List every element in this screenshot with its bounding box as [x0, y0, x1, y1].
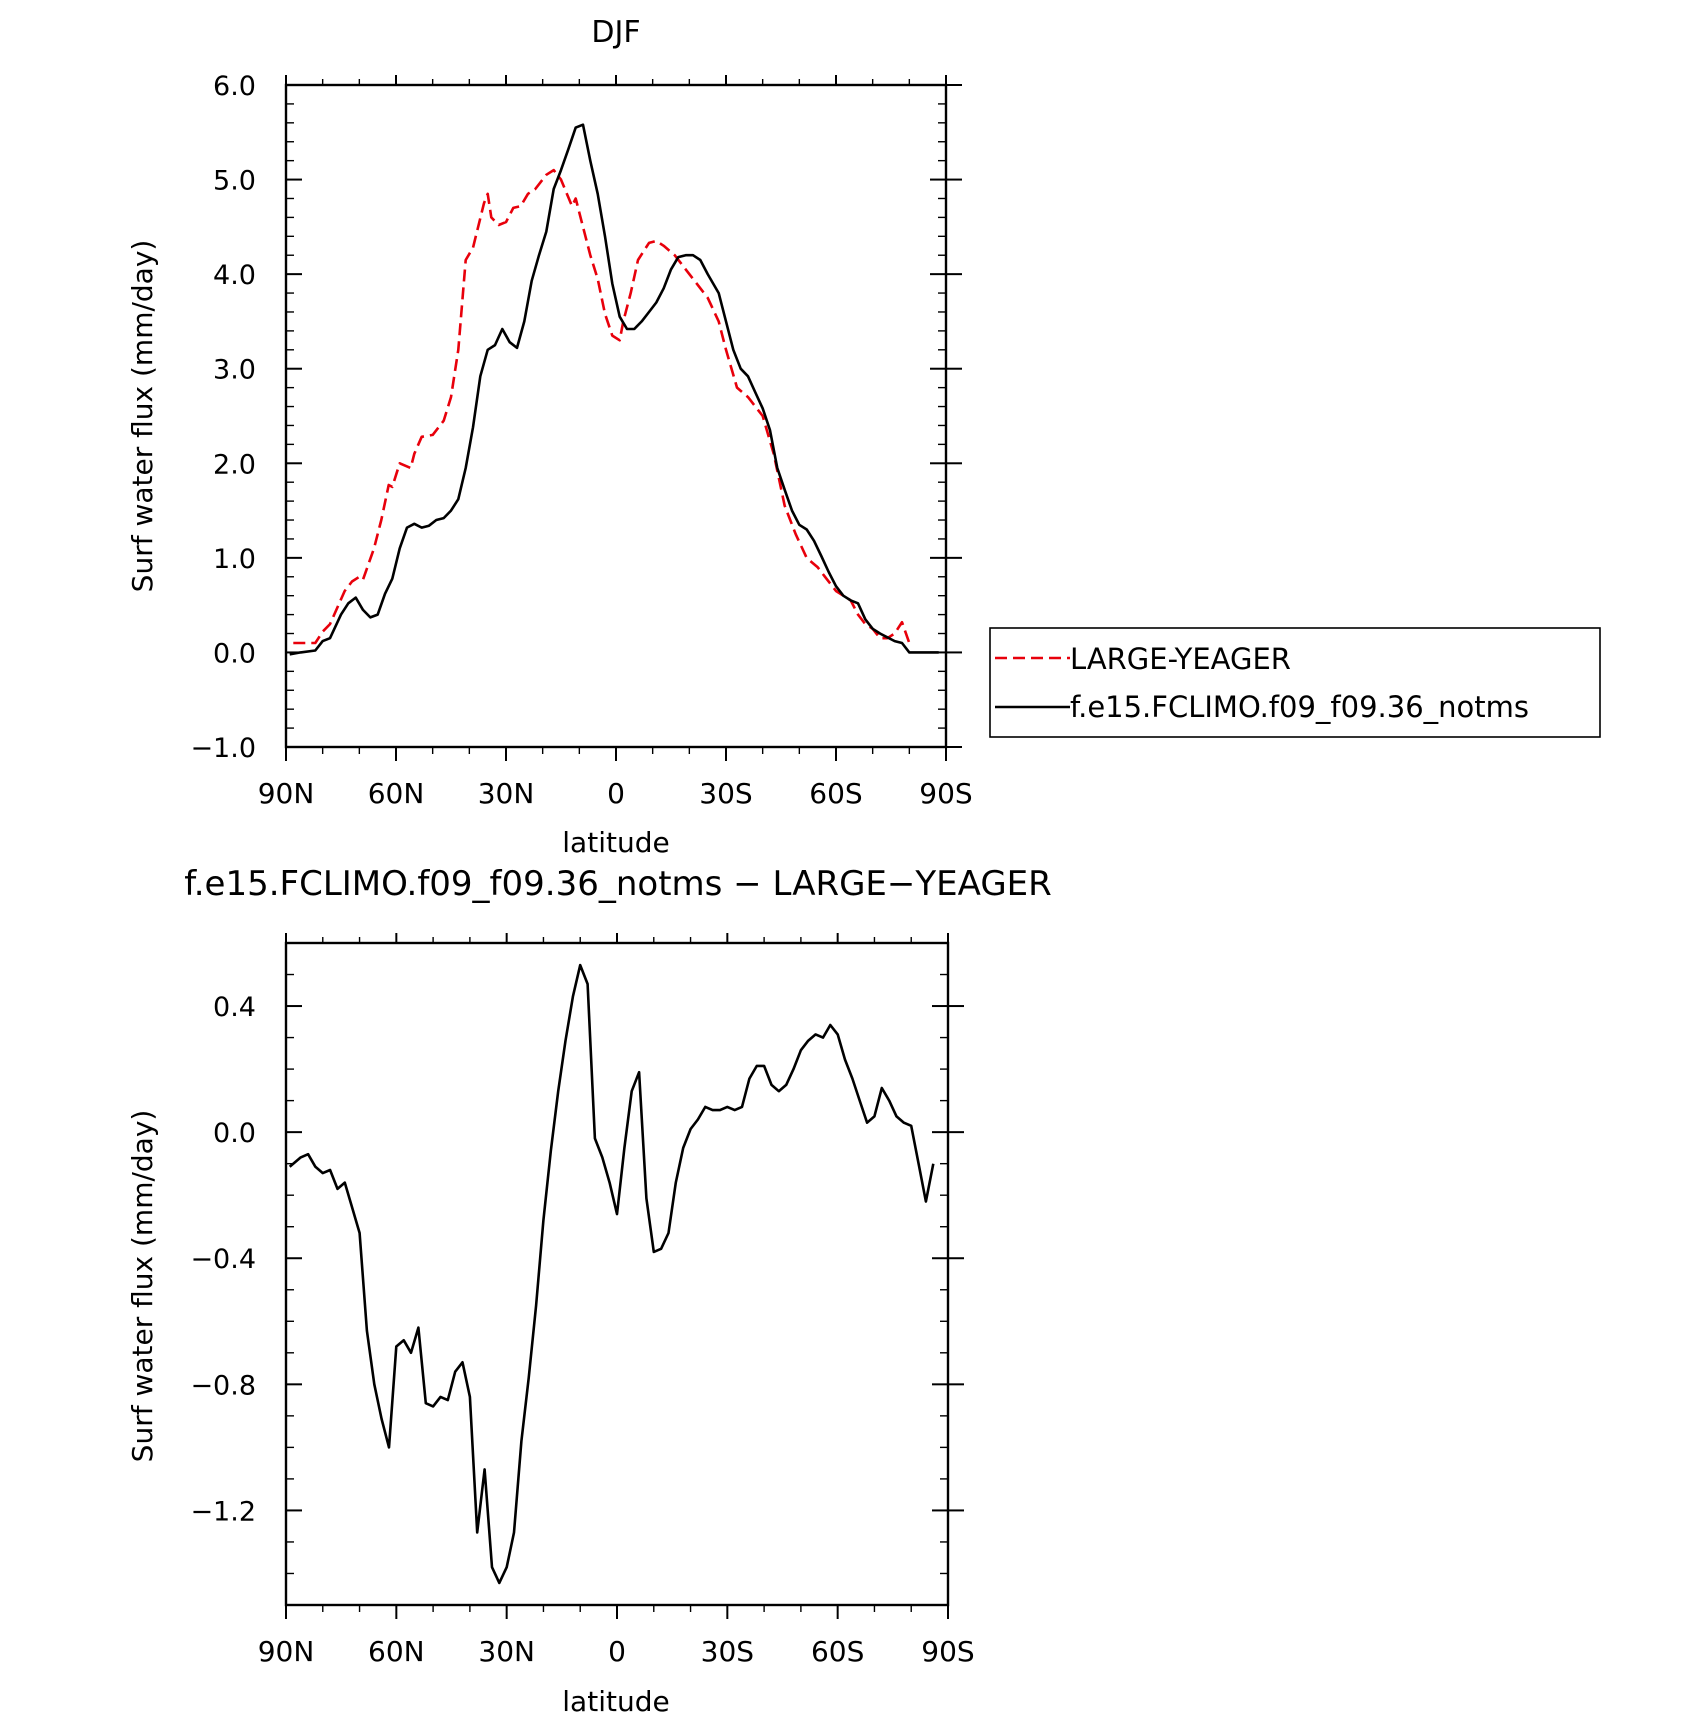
bottom-chart-title: f.e15.FCLIMO.f09_f09.36_notms − LARGE−YE…: [184, 864, 1052, 904]
bottom-y-tick-label: 0.4: [213, 992, 256, 1023]
top-y-axis: 6.0 5.0 4.0 3.0 2.0 1.0 0.0 −1.0: [190, 71, 962, 764]
bottom-x-tick-label: 0: [608, 1635, 626, 1668]
top-y-tick-label: 0.0: [213, 638, 256, 669]
legend: LARGE-YEAGER f.e15.FCLIMO.f09_f09.36_not…: [989, 627, 1601, 738]
top-panel: DJF 6.0 5.0 4.0 3.0 2.0 1.0 0.0 −1.0 90N 60N 30N 0…: [126, 15, 1601, 859]
top-x-tick-label: 60N: [368, 777, 425, 810]
bottom-x-tick-label: 90S: [921, 1635, 974, 1668]
top-y-axis-label: Surf water flux (mm/day): [126, 240, 159, 593]
bottom-panel: f.e15.FCLIMO.f09_f09.36_notms − LARGE−YE…: [126, 864, 1052, 1718]
bottom-x-tick-label: 60S: [811, 1635, 864, 1668]
bottom-x-axis-label: latitude: [562, 1685, 669, 1718]
top-y-tick-label: 2.0: [213, 449, 256, 480]
top-x-axis-label: latitude: [562, 826, 669, 859]
bottom-y-tick-label: −0.8: [190, 1370, 256, 1401]
bottom-y-axis: 0.4 0.0 −0.4 −0.8 −1.2: [190, 942, 964, 1606]
top-x-tick-label: 0: [607, 777, 625, 810]
top-series-line-1: [289, 123, 939, 656]
top-x-tick-label: 30N: [478, 777, 535, 810]
top-x-tick-label: 30S: [699, 777, 752, 810]
bottom-x-tick-label: 60N: [368, 1635, 425, 1668]
top-y-tick-label: 4.0: [213, 260, 256, 291]
top-x-tick-label: 90N: [258, 777, 315, 810]
top-y-tick-label: 6.0: [213, 71, 256, 102]
top-x-axis: 90N 60N 30N 0 30S 60S 90S: [258, 75, 973, 810]
bottom-plot-lines: [288, 963, 935, 1585]
legend-box: [989, 627, 1601, 738]
bottom-y-tick-label: 0.0: [213, 1118, 256, 1149]
legend-label-large-yeager: LARGE-YEAGER: [1070, 642, 1291, 676]
bottom-x-tick-label: 30S: [701, 1635, 754, 1668]
bottom-x-axis: 90N 60N 30N 0 30S 60S 90S: [258, 933, 975, 1668]
legend-label-fclimo: f.e15.FCLIMO.f09_f09.36_notms: [1070, 690, 1529, 724]
top-y-tick-label: 1.0: [213, 544, 256, 575]
top-chart-title: DJF: [591, 15, 640, 50]
top-y-tick-label: −1.0: [190, 733, 256, 764]
top-plot-frame: [284, 83, 948, 749]
bottom-y-axis-label: Surf water flux (mm/day): [126, 1110, 159, 1463]
top-y-tick-label: 5.0: [213, 166, 256, 197]
top-plot-lines: [289, 123, 939, 656]
bottom-plot-frame: [284, 941, 950, 1607]
bottom-y-tick-label: −0.4: [190, 1244, 256, 1275]
top-series-line-0: [293, 168, 911, 645]
bottom-y-tick-label: −1.2: [190, 1496, 256, 1527]
bottom-x-tick-label: 30N: [478, 1635, 535, 1668]
top-y-tick-label: 3.0: [213, 355, 256, 386]
top-x-tick-label: 90S: [919, 777, 972, 810]
bottom-x-tick-label: 90N: [258, 1635, 315, 1668]
top-x-tick-label: 60S: [809, 777, 862, 810]
bottom-series-line-0: [288, 963, 935, 1585]
